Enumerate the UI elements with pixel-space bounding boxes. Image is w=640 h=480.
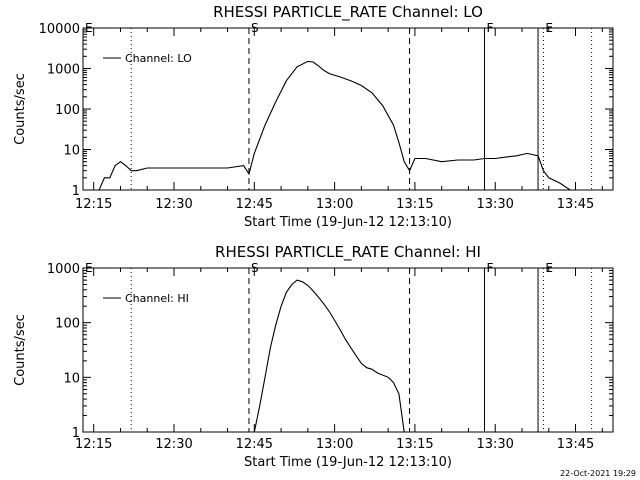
y-axis-label: Counts/sec: [13, 314, 28, 386]
x-tick-label: 13:45: [557, 437, 594, 452]
x-axis-label: Start Time (19-Jun-12 12:13:10): [244, 455, 452, 470]
x-tick-label: 12:30: [155, 437, 192, 452]
timestamp: 22-Oct-2021 19:29: [560, 469, 636, 478]
x-axis-label: Start Time (19-Jun-12 12:13:10): [244, 215, 452, 230]
x-tick-label: 13:15: [396, 197, 433, 212]
marker-label: F: [487, 21, 494, 35]
chart-title: RHESSI PARTICLE_RATE Channel: HI: [215, 243, 481, 262]
y-tick-label: 100: [55, 103, 80, 118]
x-tick-label: 12:15: [75, 197, 112, 212]
x-tick-label: 13:30: [476, 197, 513, 212]
series-line: [83, 60, 592, 191]
marker-label: E: [545, 21, 553, 35]
marker-label: E: [85, 21, 93, 35]
y-axis-label: Counts/sec: [13, 73, 28, 145]
plot-frame: [82, 267, 614, 433]
chart-panel-1: [82, 27, 614, 191]
x-tick-label: 12:45: [236, 197, 273, 212]
x-tick-label: 12:45: [236, 437, 273, 452]
chart-panel-2: [82, 267, 614, 433]
x-tick-label: 12:30: [155, 197, 192, 212]
y-tick-label: 100: [55, 317, 80, 332]
x-tick-label: 12:15: [75, 437, 112, 452]
x-tick-label: 13:00: [316, 197, 353, 212]
x-tick-label: 13:15: [396, 437, 433, 452]
marker-label: E: [545, 261, 553, 275]
series-line: [253, 279, 405, 433]
marker-label: E: [85, 261, 93, 275]
y-tick-label: 10000: [39, 22, 80, 37]
y-tick-label: 1: [72, 426, 80, 441]
marker-label: F: [487, 261, 494, 275]
y-tick-label: 1: [72, 184, 80, 199]
y-tick-label: 1000: [47, 262, 80, 277]
x-tick-label: 13:00: [316, 437, 353, 452]
chart-title: RHESSI PARTICLE_RATE Channel: LO: [213, 3, 483, 22]
legend-label: Channel: LO: [125, 52, 192, 65]
x-tick-label: 13:45: [557, 197, 594, 212]
y-tick-label: 1000: [47, 63, 80, 78]
marker-label: S: [251, 21, 259, 35]
y-tick-label: 10: [63, 371, 80, 386]
y-tick-label: 10: [63, 144, 80, 159]
x-tick-label: 13:30: [476, 437, 513, 452]
legend-label: Channel: HI: [125, 292, 189, 305]
marker-label: S: [251, 261, 259, 275]
